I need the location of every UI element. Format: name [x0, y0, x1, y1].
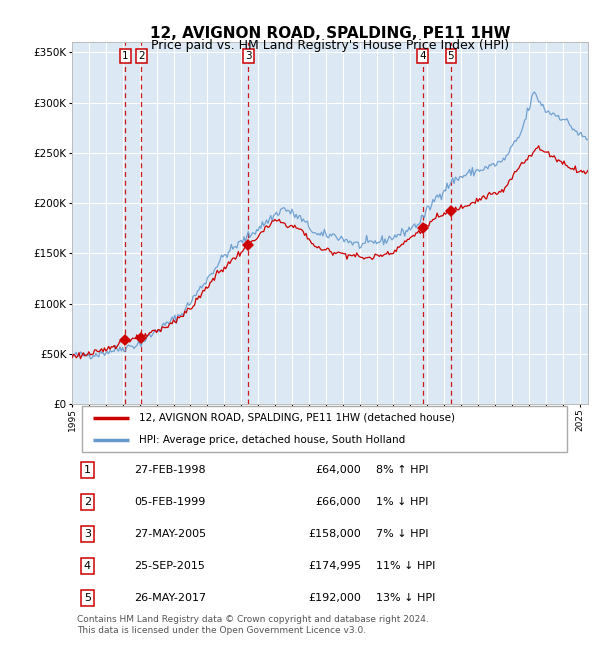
Text: £192,000: £192,000: [308, 593, 361, 603]
Text: 3: 3: [84, 529, 91, 539]
Text: 25-SEP-2015: 25-SEP-2015: [134, 561, 205, 571]
Text: Contains HM Land Registry data © Crown copyright and database right 2024.
This d: Contains HM Land Registry data © Crown c…: [77, 616, 429, 635]
Text: 2: 2: [138, 51, 145, 61]
Text: 13% ↓ HPI: 13% ↓ HPI: [376, 593, 436, 603]
Text: £66,000: £66,000: [316, 497, 361, 507]
Text: 7% ↓ HPI: 7% ↓ HPI: [376, 529, 429, 539]
Text: 5: 5: [448, 51, 454, 61]
Text: 12, AVIGNON ROAD, SPALDING, PE11 1HW (detached house): 12, AVIGNON ROAD, SPALDING, PE11 1HW (de…: [139, 413, 455, 422]
Text: 27-MAY-2005: 27-MAY-2005: [134, 529, 206, 539]
Text: 2: 2: [84, 497, 91, 507]
Text: 5: 5: [84, 593, 91, 603]
Text: 4: 4: [84, 561, 91, 571]
Text: Price paid vs. HM Land Registry's House Price Index (HPI): Price paid vs. HM Land Registry's House …: [151, 39, 509, 52]
Text: £174,995: £174,995: [308, 561, 361, 571]
Text: 1: 1: [122, 51, 129, 61]
Text: 11% ↓ HPI: 11% ↓ HPI: [376, 561, 436, 571]
Text: 3: 3: [245, 51, 251, 61]
Text: 1% ↓ HPI: 1% ↓ HPI: [376, 497, 429, 507]
Text: 8% ↑ HPI: 8% ↑ HPI: [376, 465, 429, 475]
Text: 4: 4: [419, 51, 426, 61]
Text: 1: 1: [84, 465, 91, 475]
Text: HPI: Average price, detached house, South Holland: HPI: Average price, detached house, Sout…: [139, 435, 406, 445]
Text: 12, AVIGNON ROAD, SPALDING, PE11 1HW: 12, AVIGNON ROAD, SPALDING, PE11 1HW: [150, 26, 510, 41]
Text: 26-MAY-2017: 26-MAY-2017: [134, 593, 206, 603]
Text: £158,000: £158,000: [308, 529, 361, 539]
Text: 27-FEB-1998: 27-FEB-1998: [134, 465, 206, 475]
Text: 05-FEB-1999: 05-FEB-1999: [134, 497, 205, 507]
Text: £64,000: £64,000: [315, 465, 361, 475]
FancyBboxPatch shape: [82, 406, 568, 452]
